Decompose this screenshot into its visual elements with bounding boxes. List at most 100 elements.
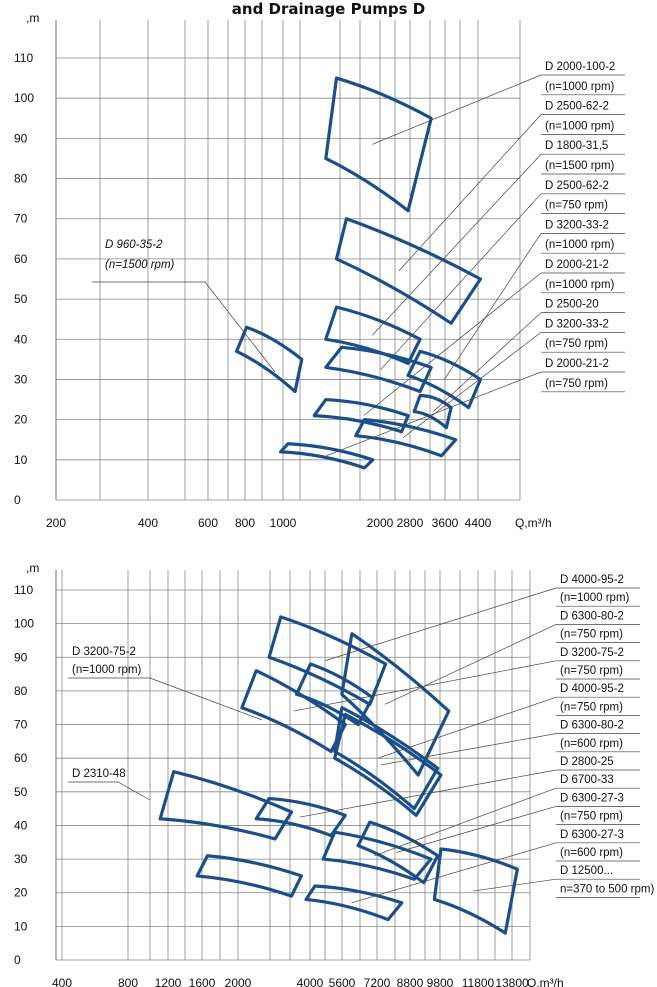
- y-tick-label: 80: [14, 172, 28, 186]
- pump-envelope: [324, 305, 422, 365]
- series-label: (n=1000 rpm): [560, 592, 630, 604]
- x-tick-label: 2000: [225, 976, 252, 987]
- leader-line: [92, 281, 276, 373]
- x-tick-label: 9800: [427, 976, 454, 987]
- series-label: (n=1500 rpm): [105, 259, 175, 271]
- series-label: (n=750 rpm): [545, 338, 608, 350]
- x-tick-label: 2000: [367, 516, 394, 530]
- x-tick-label: 600: [198, 516, 218, 530]
- leader-line: [377, 696, 557, 759]
- series-label: (n=1000 rpm): [545, 81, 615, 93]
- series-label: D 2500-20: [545, 299, 599, 311]
- leader-line: [351, 842, 557, 904]
- pump-envelope: [340, 632, 451, 777]
- x-tick-label: 800: [118, 976, 138, 987]
- series-label: D 3200-75-2: [560, 647, 624, 659]
- y-tick-label: 30: [14, 852, 28, 866]
- series-label: (n=1000 rpm): [545, 239, 615, 251]
- leader-line: [326, 371, 542, 457]
- y-tick-label: 10: [14, 919, 28, 933]
- series-label: D 2310-48: [72, 768, 126, 780]
- y-tick-label: 90: [14, 131, 28, 145]
- series-label: D 2000-100-2: [545, 61, 615, 73]
- y-tick-label: 70: [14, 212, 28, 226]
- x-axis-label: Q,m³/h: [515, 516, 552, 530]
- page-title: and Drainage Pumps D: [231, 0, 426, 18]
- pump-envelope: [334, 217, 483, 325]
- series-label: D 6300-27-3: [560, 792, 624, 804]
- y-tick-label: 20: [14, 413, 28, 427]
- y-tick-label: 40: [14, 818, 28, 832]
- leader-line: [444, 233, 542, 380]
- y-tick-label: 100: [14, 617, 34, 631]
- leader-line: [68, 677, 263, 721]
- x-tick-label: 2800: [397, 516, 424, 530]
- y-tick-label: 110: [14, 583, 33, 597]
- pump-envelope: [195, 854, 303, 898]
- leader-line: [432, 312, 542, 412]
- series-label: D 4000-95-2: [560, 574, 624, 586]
- pump-envelope: [321, 830, 433, 881]
- series-label: D 2000-21-2: [545, 358, 609, 370]
- y-tick-label: 50: [14, 292, 28, 306]
- series-label: D 3200-33-2: [545, 318, 609, 330]
- leader-line: [363, 272, 542, 416]
- x-tick-label: 200: [46, 516, 66, 530]
- x-tick-label: 400: [52, 976, 72, 987]
- y-tick-label: 70: [14, 718, 28, 732]
- series-label: (n=750 rpm): [560, 811, 623, 823]
- series-label: (n=750 rpm): [545, 378, 608, 390]
- series-label: D 4000-95-2: [560, 683, 624, 695]
- series-label: D 6300-80-2: [560, 610, 624, 622]
- leader-line: [374, 787, 557, 857]
- x-tick-label: 5600: [329, 976, 356, 987]
- x-tick-label: 400: [138, 516, 158, 530]
- series-label: (n=750 rpm): [560, 701, 623, 713]
- y-tick-label: 60: [14, 751, 28, 765]
- x-tick-label: 1000: [270, 516, 297, 530]
- series-label: n=370 to 500 rpm): [560, 883, 654, 895]
- y-tick-label: 0: [14, 953, 21, 967]
- series-label: D 2000-21-2: [545, 259, 609, 271]
- x-tick-label: 7200: [364, 976, 391, 987]
- leader-line: [372, 153, 542, 336]
- series-label: D 2800-25: [560, 756, 614, 768]
- y-tick-label: 20: [14, 886, 28, 900]
- y-tick-label: 30: [14, 372, 28, 386]
- leader-line: [384, 624, 557, 705]
- series-label: (n=750 rpm): [545, 200, 608, 212]
- series-label: D 3200-75-2: [72, 646, 136, 658]
- leader-line: [473, 878, 557, 892]
- leader-line: [396, 806, 557, 853]
- series-label: D 6300-27-3: [560, 829, 624, 841]
- x-tick-label: 1600: [189, 976, 216, 987]
- x-tick-label: 11800: [462, 976, 495, 987]
- series-label: D 2500-62-2: [545, 101, 609, 113]
- series-label: D 3200-33-2: [545, 219, 609, 231]
- series-label: D 1800-31,5: [545, 140, 608, 152]
- series-label: (n=1000 rpm): [72, 664, 142, 676]
- pump-envelope: [324, 76, 433, 213]
- pump-envelope: [356, 820, 440, 885]
- x-tick-label: 800: [235, 516, 255, 530]
- pump-envelope: [279, 442, 375, 470]
- pump-envelope: [234, 325, 304, 394]
- y-tick-label: 0: [14, 493, 21, 507]
- series-label: D 2500-62-2: [545, 180, 609, 192]
- y-tick-label: 100: [14, 91, 34, 105]
- pump-envelope: [254, 796, 347, 838]
- series-label: (n=750 rpm): [560, 629, 623, 641]
- x-tick-label: 1200: [155, 976, 182, 987]
- series-label: (n=1000 rpm): [545, 120, 615, 132]
- x-tick-label: 13800: [495, 976, 529, 987]
- series-label: (n=1000 rpm): [545, 279, 615, 291]
- pump-envelope: [324, 345, 433, 394]
- series-label: (n=750 rpm): [560, 665, 623, 677]
- pump-envelope: [304, 884, 404, 922]
- leader-line: [402, 332, 542, 438]
- x-tick-label: 8800: [397, 976, 424, 987]
- y-tick-label: 10: [14, 453, 28, 467]
- x-tick-label: 4000: [297, 976, 324, 987]
- leader-line: [325, 587, 557, 661]
